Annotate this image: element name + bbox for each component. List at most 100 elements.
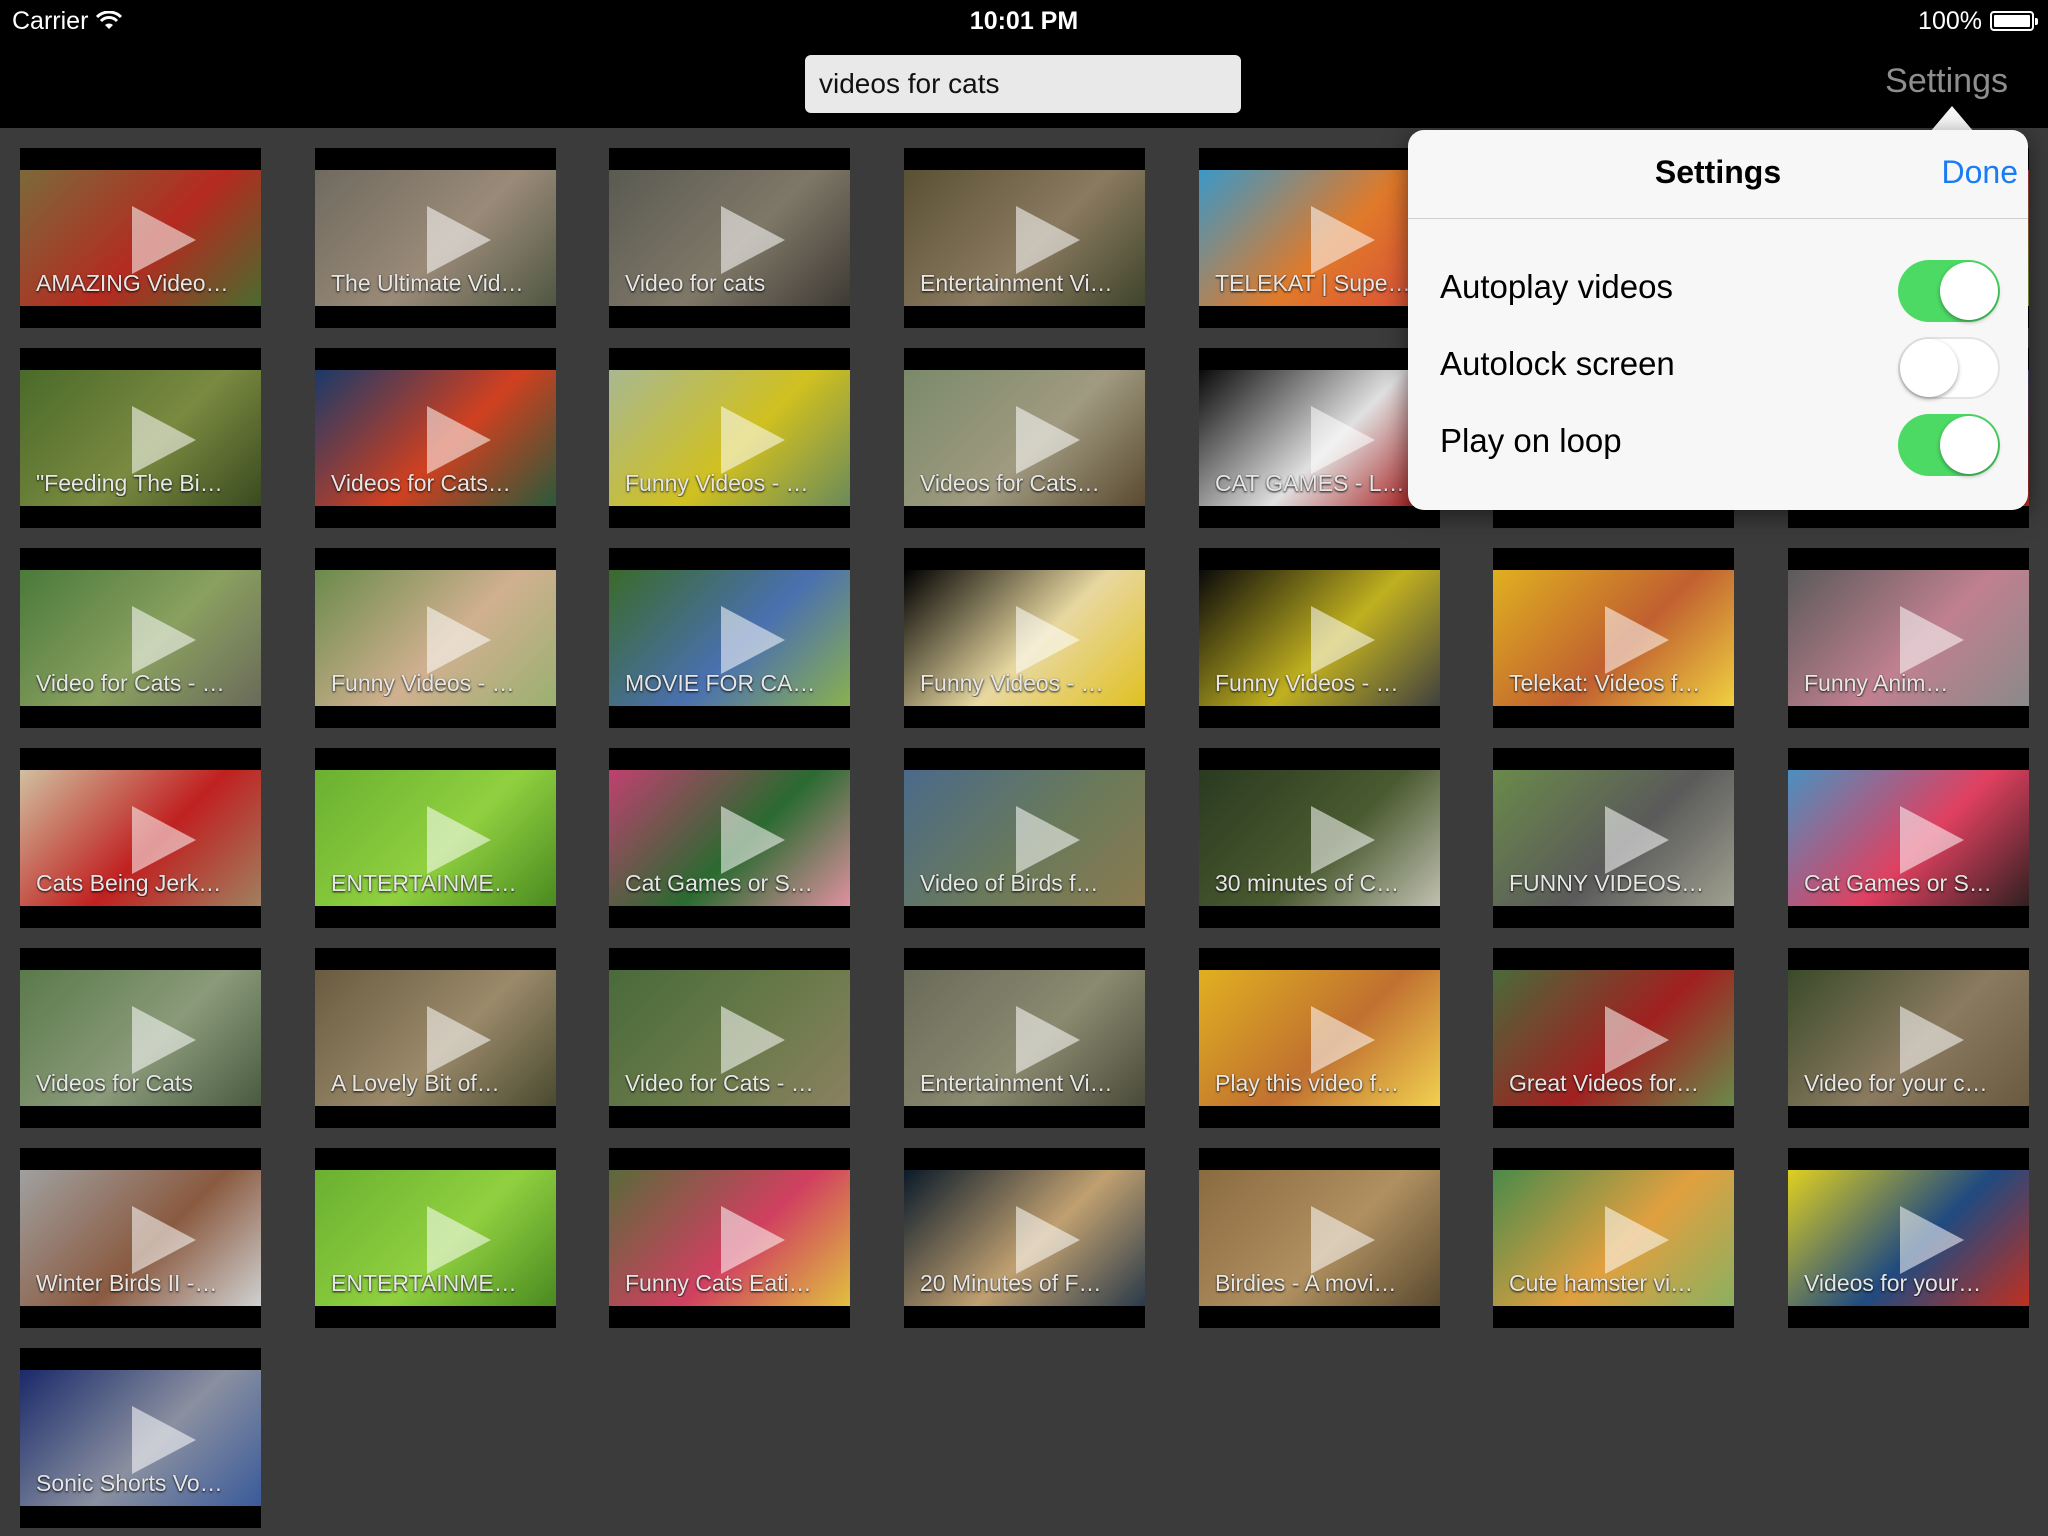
video-tile[interactable]: The Ultimate Vid… — [315, 148, 556, 328]
video-title: Sonic Shorts Vo… — [36, 1470, 223, 1496]
popover-title: Settings — [1654, 154, 1782, 190]
play-icon — [132, 1006, 196, 1074]
popover-header: Settings Done — [1408, 130, 2028, 219]
video-title: FUNNY VIDEOS… — [1509, 870, 1705, 896]
video-tile[interactable]: Funny Videos - … — [609, 348, 850, 528]
play-icon — [1016, 206, 1080, 274]
play-icon — [1605, 1006, 1669, 1074]
video-tile[interactable]: Funny Videos - … — [904, 548, 1145, 728]
setting-row-autolock: Autolock screen — [1408, 327, 2028, 403]
video-title: Winter Birds II -… — [36, 1270, 218, 1296]
video-tile[interactable]: FUNNY VIDEOS… — [1493, 748, 1734, 928]
play-icon — [721, 1006, 785, 1074]
autolock-toggle[interactable] — [1898, 337, 2000, 399]
play-icon — [1016, 1006, 1080, 1074]
wifi-icon — [96, 11, 123, 29]
video-title: Cat Games or S… — [625, 870, 813, 896]
play-icon — [1016, 606, 1080, 674]
video-tile[interactable]: TELEKAT | Supe… — [1199, 148, 1440, 328]
video-tile[interactable]: AMAZING Video… — [20, 148, 261, 328]
video-tile[interactable]: Winter Birds II -… — [20, 1148, 261, 1328]
video-tile[interactable]: Funny Anim… — [1788, 548, 2029, 728]
search-input[interactable]: videos for cats — [805, 55, 1241, 113]
carrier-label: Carrier — [12, 7, 89, 35]
video-tile[interactable]: 20 Minutes of F… — [904, 1148, 1145, 1328]
video-tile[interactable]: Entertainment Vi… — [904, 148, 1145, 328]
video-tile[interactable]: MOVIE FOR CA… — [609, 548, 850, 728]
toggle-knob — [1940, 262, 1998, 320]
video-tile[interactable]: Videos for your… — [1788, 1148, 2029, 1328]
video-tile[interactable]: Birdies - A movi… — [1199, 1148, 1440, 1328]
video-tile[interactable]: Cats Being Jerk… — [20, 748, 261, 928]
video-tile[interactable]: Video of Birds f… — [904, 748, 1145, 928]
video-title: 30 minutes of C… — [1215, 870, 1400, 896]
video-tile[interactable]: Cat Games or S… — [1788, 748, 2029, 928]
video-title: Birdies - A movi… — [1215, 1270, 1397, 1296]
video-tile[interactable]: Sonic Shorts Vo… — [20, 1348, 261, 1528]
video-title: ENTERTAINME… — [331, 870, 517, 896]
play-icon — [721, 406, 785, 474]
video-tile[interactable]: ENTERTAINME… — [315, 1148, 556, 1328]
video-title: Video for your c… — [1804, 1070, 1988, 1096]
video-title: A Lovely Bit of… — [331, 1070, 500, 1096]
video-tile[interactable]: Funny Cats Eati… — [609, 1148, 850, 1328]
play-icon — [1311, 806, 1375, 874]
autoplay-toggle[interactable] — [1898, 260, 2000, 322]
video-title: Video for Cats - … — [625, 1070, 814, 1096]
video-tile[interactable]: A Lovely Bit of… — [315, 948, 556, 1128]
video-tile[interactable]: Video for your c… — [1788, 948, 2029, 1128]
settings-button[interactable]: Settings — [1885, 62, 2008, 100]
video-title: ENTERTAINME… — [331, 1270, 517, 1296]
video-title: Telekat: Videos f… — [1509, 670, 1701, 696]
settings-popover: Settings Done Autoplay videos Autolock s… — [1408, 130, 2028, 510]
done-button[interactable]: Done — [1941, 154, 2019, 190]
video-title: Videos for Cats… — [920, 470, 1100, 496]
video-tile[interactable]: Great Videos for… — [1493, 948, 1734, 1128]
video-tile[interactable]: ENTERTAINME… — [315, 748, 556, 928]
play-icon — [1016, 406, 1080, 474]
play-icon — [427, 206, 491, 274]
play-icon — [427, 406, 491, 474]
video-tile[interactable]: "Feeding The Bi… — [20, 348, 261, 528]
video-tile[interactable]: CAT GAMES - L… — [1199, 348, 1440, 528]
video-tile[interactable]: Videos for Cats… — [315, 348, 556, 528]
setting-row-loop: Play on loop — [1408, 404, 2028, 480]
video-tile[interactable]: Videos for Cats — [20, 948, 261, 1128]
video-tile[interactable]: Entertainment Vi… — [904, 948, 1145, 1128]
play-icon — [1016, 806, 1080, 874]
loop-toggle[interactable] — [1898, 414, 2000, 476]
battery-icon — [1990, 11, 2038, 31]
video-title: Entertainment Vi… — [920, 270, 1113, 296]
video-tile[interactable]: Video for cats — [609, 148, 850, 328]
play-icon — [1605, 1206, 1669, 1274]
video-tile[interactable]: 30 minutes of C… — [1199, 748, 1440, 928]
play-icon — [132, 406, 196, 474]
video-title: Video for cats — [625, 270, 766, 296]
play-icon — [721, 806, 785, 874]
setting-row-autoplay: Autoplay videos — [1408, 250, 2028, 326]
popover-arrow — [1930, 106, 1974, 132]
video-title: TELEKAT | Supe… — [1215, 270, 1411, 296]
autoplay-label: Autoplay videos — [1440, 268, 1673, 305]
video-tile[interactable]: Cute hamster vi… — [1493, 1148, 1734, 1328]
video-tile[interactable]: Funny Videos - … — [1199, 548, 1440, 728]
video-title: Funny Videos - … — [625, 470, 809, 496]
video-tile[interactable]: Telekat: Videos f… — [1493, 548, 1734, 728]
video-title: "Feeding The Bi… — [36, 470, 223, 496]
play-icon — [132, 1406, 196, 1474]
video-title: Funny Videos - … — [1215, 670, 1399, 696]
video-title: Funny Videos - … — [920, 670, 1104, 696]
video-tile[interactable]: Videos for Cats… — [904, 348, 1145, 528]
play-icon — [721, 206, 785, 274]
video-title: Videos for Cats — [36, 1070, 193, 1096]
video-title: Cat Games or S… — [1804, 870, 1992, 896]
toggle-knob — [1900, 339, 1958, 397]
autolock-label: Autolock screen — [1440, 345, 1675, 382]
video-title: AMAZING Video… — [36, 270, 229, 296]
video-tile[interactable]: Video for Cats - … — [20, 548, 261, 728]
video-tile[interactable]: Cat Games or S… — [609, 748, 850, 928]
video-tile[interactable]: Play this video f… — [1199, 948, 1440, 1128]
play-icon — [1900, 1006, 1964, 1074]
video-tile[interactable]: Funny Videos - … — [315, 548, 556, 728]
video-tile[interactable]: Video for Cats - … — [609, 948, 850, 1128]
